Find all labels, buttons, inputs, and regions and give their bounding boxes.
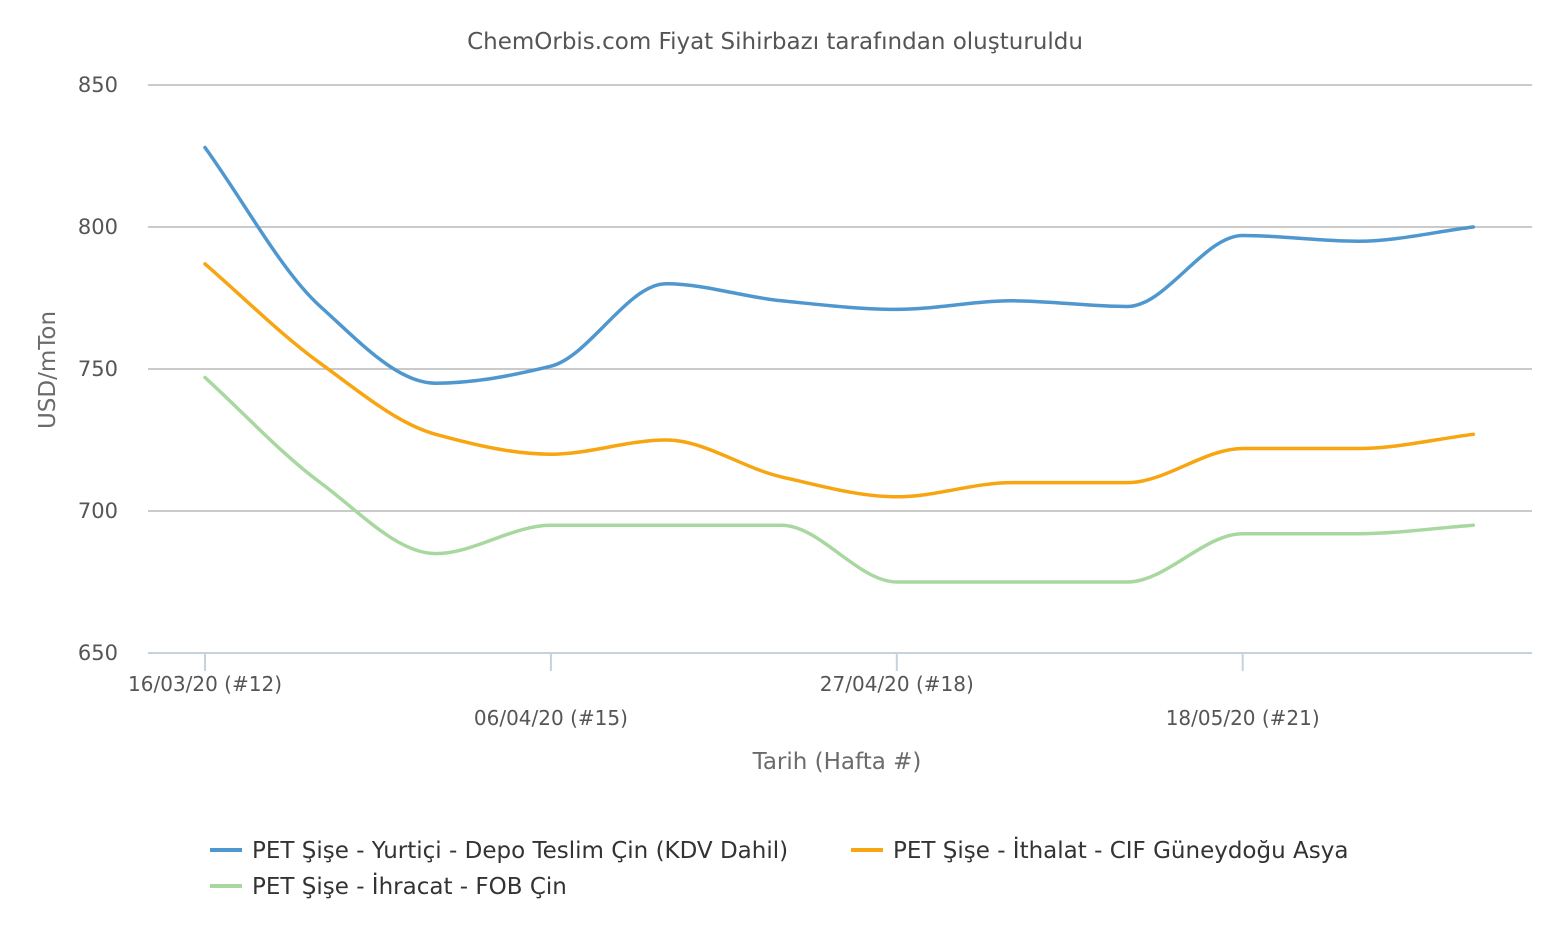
x-tick-label: 27/04/20 (#18)	[820, 672, 974, 696]
x-axis-label: Tarih (Hafta #)	[752, 749, 922, 775]
y-tick-label: 800	[78, 215, 118, 239]
legend: PET Şişe - Yurtiçi - Depo Teslim Çin (KD…	[210, 836, 1348, 900]
x-tick-label: 06/04/20 (#15)	[474, 706, 628, 730]
series-lines	[203, 145, 1476, 584]
chart-title: ChemOrbis.com Fiyat Sihirbazı tarafından…	[467, 29, 1083, 55]
series-line-2	[203, 262, 1476, 499]
legend-item[interactable]: PET Şişe - İthalat - CIF Güneydoğu Asya	[851, 836, 1348, 864]
legend-item[interactable]: PET Şişe - Yurtiçi - Depo Teslim Çin (KD…	[210, 838, 788, 864]
y-axis-ticks: 650 700 750 800 850	[78, 73, 118, 665]
x-tick-label: 16/03/20 (#12)	[128, 672, 282, 696]
x-tick-label: 18/05/20 (#21)	[1166, 706, 1320, 730]
series-line-1	[203, 145, 1476, 385]
series-line-3	[203, 375, 1476, 584]
y-tick-label: 750	[78, 357, 118, 381]
legend-item[interactable]: PET Şişe - İhracat - FOB Çin	[210, 872, 567, 900]
y-tick-label: 700	[78, 499, 118, 523]
y-tick-label: 850	[78, 73, 118, 97]
y-axis-label: USD/mTon	[35, 311, 61, 429]
gridlines	[148, 84, 1532, 512]
legend-label: PET Şişe - İhracat - FOB Çin	[252, 872, 567, 900]
legend-label: PET Şişe - İthalat - CIF Güneydoğu Asya	[893, 836, 1348, 864]
x-axis-ticks: 16/03/20 (#12) 06/04/20 (#15) 27/04/20 (#1…	[128, 653, 1320, 730]
y-tick-label: 650	[78, 641, 118, 665]
legend-label: PET Şişe - Yurtiçi - Depo Teslim Çin (KD…	[252, 838, 788, 864]
